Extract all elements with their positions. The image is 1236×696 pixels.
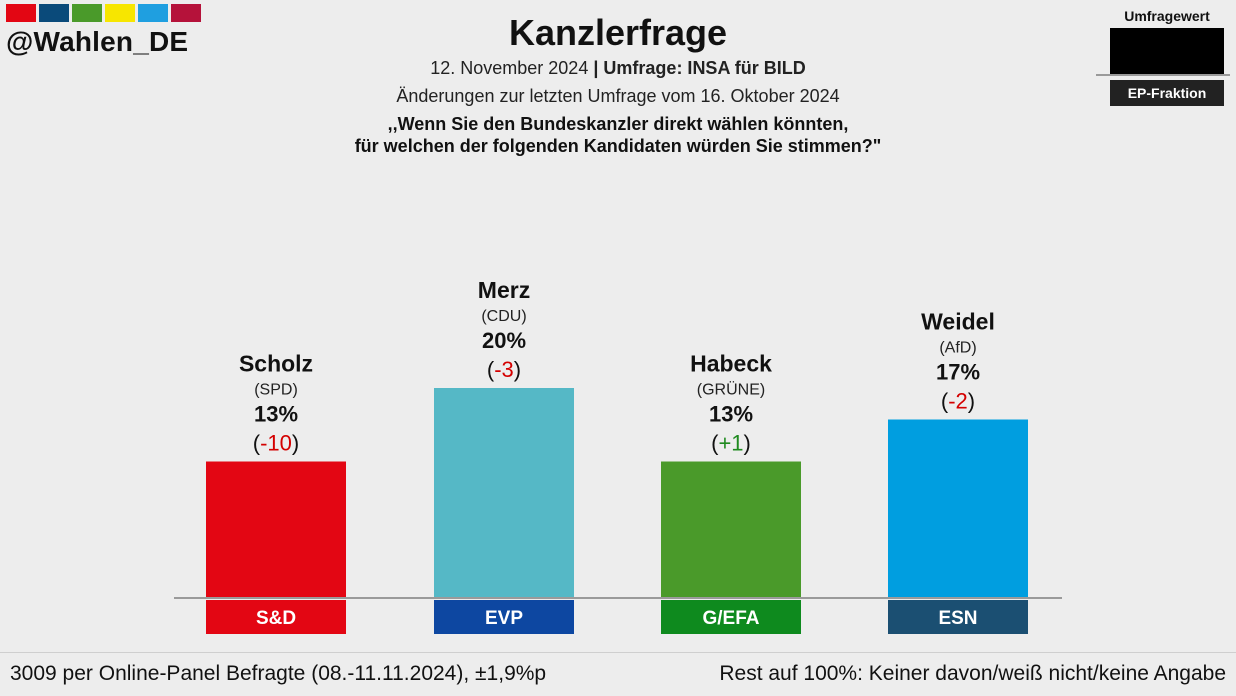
candidate-party: (SPD): [254, 382, 298, 399]
account-handle: @Wahlen_DE: [6, 26, 189, 57]
question-line-1: ,,Wenn Sie den Bundeskanzler direkt wähl…: [387, 114, 849, 134]
legend: Umfragewert EP-Fraktion: [1096, 2, 1230, 108]
poll-source: Umfrage: INSA für BILD: [603, 58, 806, 78]
brand-stripe-4: [138, 4, 168, 22]
candidate-name: Scholz: [239, 351, 313, 377]
group-label: ESN: [938, 608, 977, 629]
bar-merz: [434, 388, 574, 598]
value-label: 17%: [936, 360, 980, 385]
poll-separator: |: [593, 58, 599, 78]
value-label: 20%: [482, 328, 526, 353]
group-label: G/EFA: [702, 608, 759, 629]
candidate-name: Merz: [478, 277, 530, 303]
change-label: (-3): [487, 357, 521, 382]
change-paren-close: ): [968, 389, 975, 414]
change-paren-open: (: [711, 431, 719, 456]
change-value: -3: [494, 357, 514, 382]
change-value: -2: [948, 389, 968, 414]
change-paren-close: ): [514, 357, 521, 382]
legend-baseline: [1096, 74, 1230, 76]
footer-sample-info: 3009 per Online-Panel Befragte (08.-11.1…: [10, 662, 547, 685]
change-label: (-10): [253, 431, 299, 456]
candidate-name: Habeck: [690, 351, 772, 377]
bar-habeck: [661, 461, 801, 598]
group-label-bg-1: [434, 600, 574, 634]
legend-title: Umfragewert: [1124, 8, 1210, 24]
bar-scholz: [206, 461, 346, 598]
legend-group-label: EP-Fraktion: [1110, 80, 1224, 106]
brand-stripe-3: [105, 4, 135, 22]
legend-value-swatch: [1110, 28, 1224, 76]
change-paren-close: ): [744, 431, 751, 456]
poll-info-line: 12. November 2024 | Umfrage: INSA für BI…: [0, 58, 1236, 79]
chart-title: Kanzlerfrage: [508, 12, 728, 53]
change-paren-open: (: [253, 431, 261, 456]
group-label-bg-0: [206, 600, 346, 634]
brand-stripe-1: [39, 4, 69, 22]
question-line-2: für welchen der folgenden Kandidaten wür…: [354, 136, 882, 156]
change-paren-open: (: [487, 357, 495, 382]
brand-stripe-0: [6, 4, 36, 22]
brand-stripe-5: [171, 4, 201, 22]
candidate-party: (GRÜNE): [697, 381, 765, 399]
bar-weidel: [888, 419, 1028, 598]
bar-chart: S&DScholz(SPD)13%(-10)EVPMerz(CDU)20%(-3…: [174, 277, 1062, 634]
change-value: +1: [718, 431, 743, 456]
change-label: (-2): [941, 389, 975, 414]
candidate-party: (AfD): [939, 340, 976, 357]
changes-note: Änderungen zur letzten Umfrage vom 16. O…: [396, 86, 840, 106]
group-label: EVP: [485, 608, 523, 629]
footer: 3009 per Online-Panel Befragte (08.-11.1…: [0, 652, 1236, 696]
group-label-bg-3: [888, 600, 1028, 634]
group-label-bg-2: [661, 600, 801, 634]
candidate-party: (CDU): [481, 308, 526, 325]
change-value: -10: [260, 431, 292, 456]
group-label: S&D: [256, 608, 296, 629]
poll-date: 12. November 2024: [430, 58, 589, 78]
value-label: 13%: [709, 402, 753, 427]
change-paren-open: (: [941, 389, 949, 414]
change-paren-close: ): [292, 431, 299, 456]
footer-remainder-note: Rest auf 100%: Keiner davon/weiß nicht/k…: [719, 662, 1226, 685]
candidate-name: Weidel: [921, 309, 995, 335]
brand-color-stripes: [6, 4, 201, 22]
brand-stripe-2: [72, 4, 102, 22]
value-label: 13%: [254, 402, 298, 427]
change-label: (+1): [711, 431, 751, 456]
